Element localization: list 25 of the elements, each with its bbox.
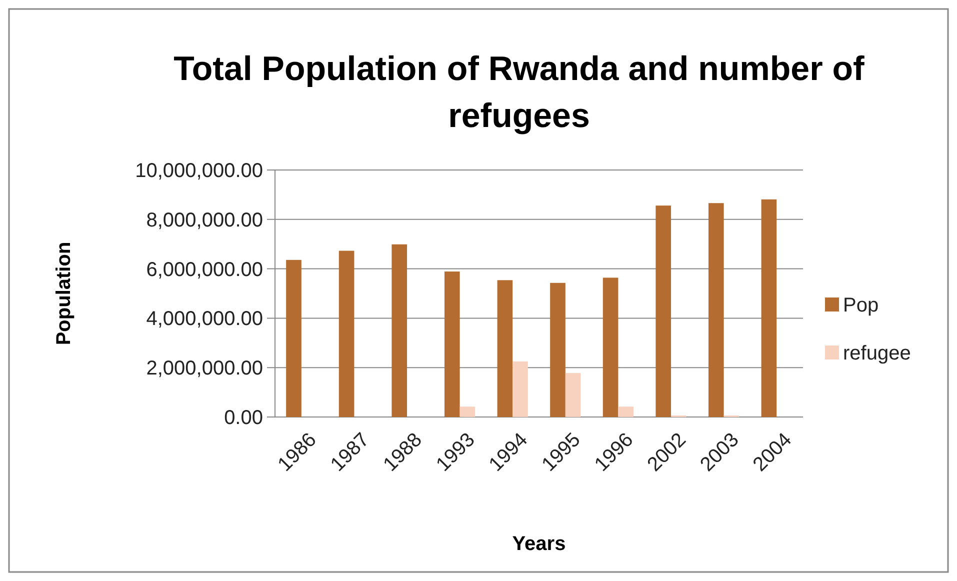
bar xyxy=(656,206,671,417)
bar xyxy=(444,272,460,417)
bar xyxy=(286,260,302,417)
bar xyxy=(512,361,528,417)
bar xyxy=(338,250,354,417)
bar xyxy=(618,406,634,417)
y-tick-label: 0.00 xyxy=(224,407,263,429)
bar xyxy=(761,199,777,417)
y-tick-label: 6,000,000.00 xyxy=(146,258,263,281)
y-tick-label: 4,000,000.00 xyxy=(146,308,263,330)
y-tick-label: 2,000,000.00 xyxy=(146,358,263,380)
bar xyxy=(550,282,566,417)
x-axis-title: Years xyxy=(512,533,566,555)
bar xyxy=(460,406,476,417)
bar xyxy=(708,203,724,417)
legend-label: refugee xyxy=(843,342,911,364)
bar xyxy=(392,244,407,417)
bar xyxy=(602,278,618,417)
legend-label: Pop xyxy=(843,294,879,316)
y-tick-label: 8,000,000.00 xyxy=(146,209,263,232)
bar xyxy=(497,280,513,417)
y-tick-label: 10,000,000.00 xyxy=(135,160,263,182)
bar xyxy=(565,373,581,417)
chart-title: Total Population of Rwanda and number of refugees xyxy=(174,50,866,135)
y-axis-title: Population xyxy=(53,242,75,346)
